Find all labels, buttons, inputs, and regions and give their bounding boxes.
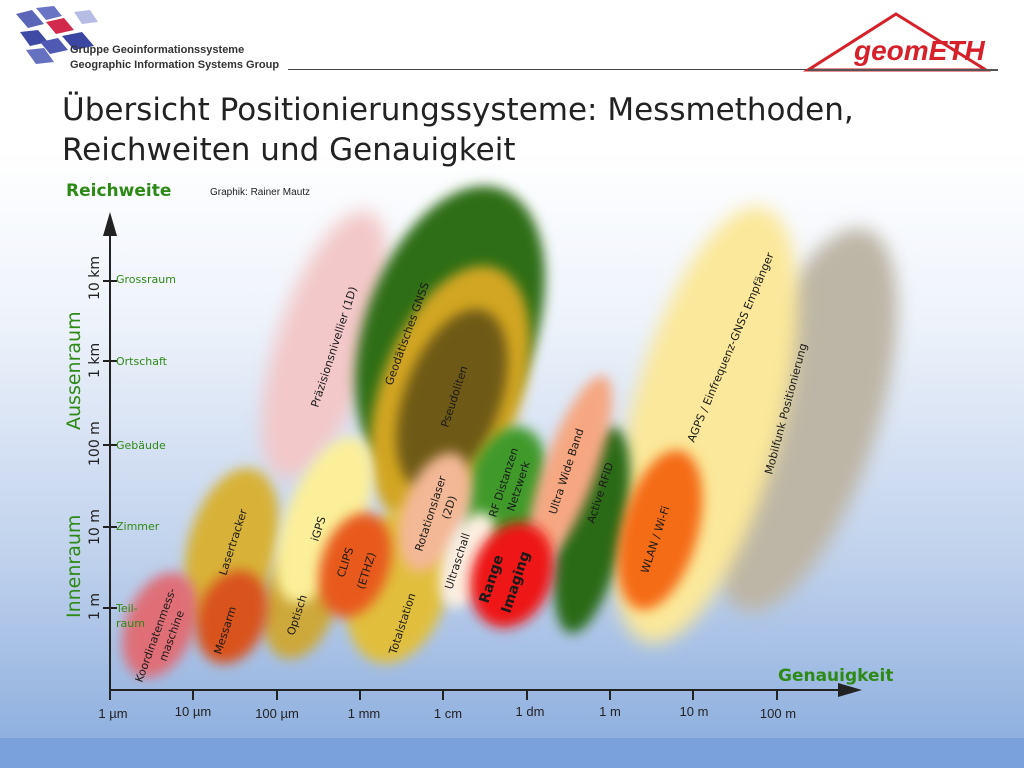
level-teilraum-line2: raum [116,617,145,630]
level-ortschaft: Ortschaft [116,355,168,368]
ellipse-koordinatenmessmaschine [122,572,198,678]
x-axis-title: Genauigkeit [778,666,894,686]
level-gebaeude: Gebäude [116,439,166,452]
page-title: Übersicht Positionierungssysteme: Messme… [62,90,854,170]
ellipse-wlan [617,450,703,610]
x-tick-10m: 10 m [680,704,709,719]
ellipse-praezisionsnivellier [262,211,388,479]
ellipse-igps [275,437,373,603]
x-ticks [109,690,778,700]
group-name-de: Gruppe Geoinformationssysteme [70,44,245,56]
x-tick-1um: 1 µm [98,706,127,721]
region-indoor-label: Innenraum [63,515,85,618]
geometh-logo-text: geomETH [853,35,985,66]
y-tick-100m: 100 m [87,421,103,466]
level-zimmer: Zimmer [116,520,160,533]
y-axis-title: Reichweite [66,181,171,201]
y-axis-arrowhead [103,212,117,236]
footer-bar [0,738,1024,768]
y-tick-10km: 10 km [87,256,103,300]
ellipse-pseudoliten [396,309,508,491]
axes [103,212,862,700]
level-teilraum: Teil- [115,602,138,615]
geometh-logo: geomETH [802,12,998,72]
ellipse-range-imaging [470,522,554,628]
x-tick-100m: 100 m [760,706,796,721]
ellipse-messarm [196,570,268,664]
group-name-en: Geographic Information Systems Group [70,59,280,71]
gis-group-logo [16,6,98,64]
ellipse-clips [318,512,392,618]
system-ellipses [122,186,898,678]
title-line-1: Übersicht Positionierungssysteme: Messme… [62,92,854,128]
y-tick-1km: 1 km [87,343,103,378]
x-tick-1m: 1 m [599,704,621,719]
ellipse-active-rfid [553,427,631,633]
y-ticks [103,280,117,609]
region-outdoor-label: Aussenraum [63,311,85,430]
y-tick-1m: 1 m [87,593,103,620]
x-axis-arrowhead [838,683,862,697]
x-tick-1dm: 1 dm [516,704,545,719]
y-tick-10m: 10 m [87,509,103,545]
level-grossraum: Grossraum [116,273,176,286]
ellipse-ultra-wide-band [527,375,613,565]
x-tick-100um: 100 µm [255,706,299,721]
ellipse-mobilfunk [712,228,898,612]
x-tick-1mm: 1 mm [348,706,381,721]
y-level-labels: Grossraum Ortschaft Gebäude Zimmer Teil-… [115,273,176,630]
header-divider [288,69,810,70]
x-tick-10um: 10 µm [175,704,211,719]
graphic-credit: Graphik: Rainer Mautz [210,187,310,198]
x-tick-1cm: 1 cm [434,706,462,721]
title-line-2: Reichweiten und Genauigkeit [62,132,516,168]
x-tick-labels: 1 µm 10 µm 100 µm 1 mm 1 cm 1 dm 1 m 10 … [98,704,796,721]
y-tick-values: 10 km 1 km 100 m 10 m 1 m [87,256,103,620]
